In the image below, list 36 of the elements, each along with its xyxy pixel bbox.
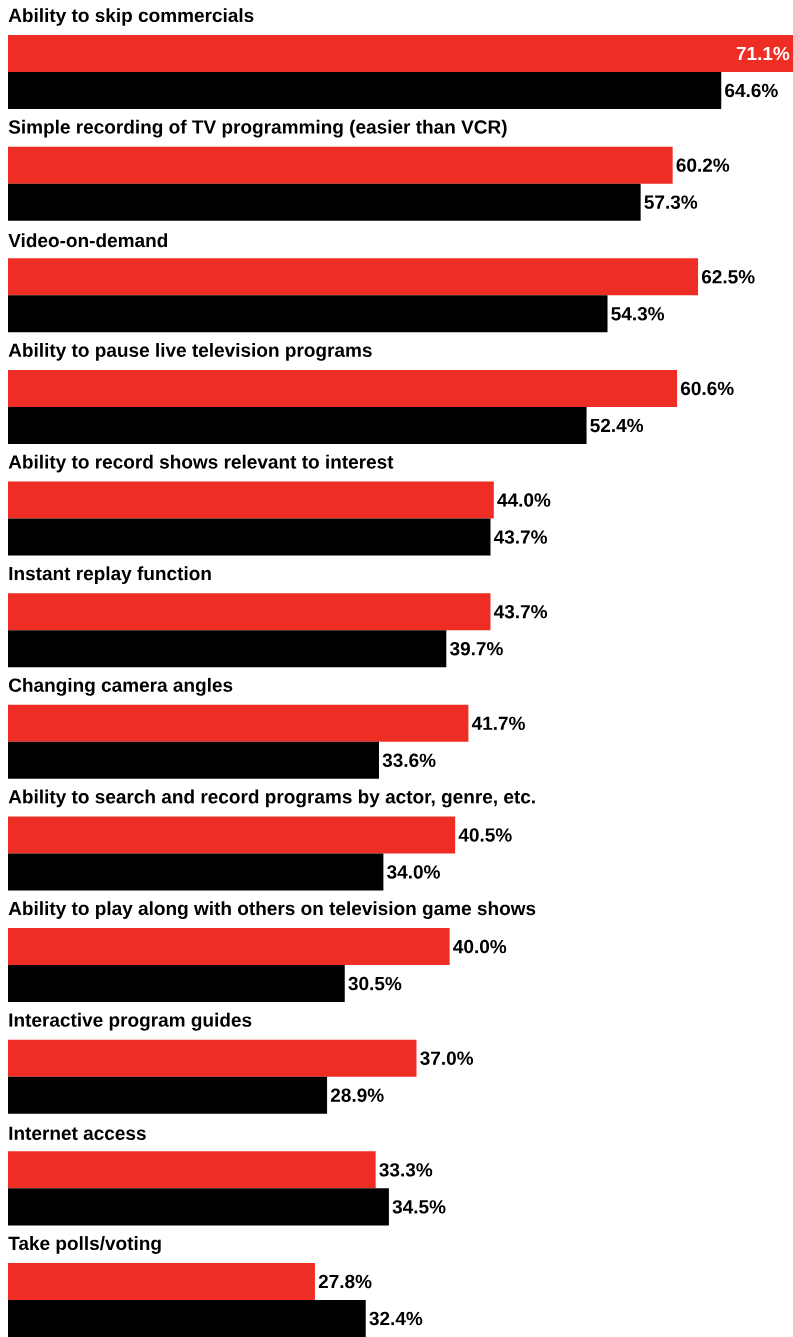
- data-label: 71.1%: [736, 46, 790, 61]
- data-label: 40.0%: [453, 939, 507, 954]
- y-tick-label: Ability to record shows relevant to interest: [8, 454, 394, 473]
- y-tick-label: Internet access: [9, 1126, 146, 1141]
- data-label: 32.4%: [369, 1311, 423, 1326]
- data-label: 43.7%: [493, 530, 548, 544]
- y-tick-label: Ability to search and record programs by actor, genre, etc.: [8, 789, 535, 808]
- data-label: 40.5%: [458, 828, 512, 842]
- y-tick-label: Ability to pause live television programs: [8, 343, 372, 361]
- y-tick-label: Ability to skip commercials: [8, 8, 254, 26]
- data-label: 34.0%: [387, 865, 440, 879]
- data-label: 34.5%: [392, 1200, 446, 1214]
- data-label: 33.6%: [382, 753, 436, 768]
- data-label: 39.7%: [449, 641, 503, 656]
- y-tick-label: Simple recording of TV programming (easier than VCR): [8, 119, 507, 138]
- y-tick-label: Interactive program guides: [9, 1012, 252, 1031]
- y-tick-label: Changing camera angles: [8, 677, 233, 696]
- data-label: 64.6%: [725, 83, 778, 98]
- data-label: 41.7%: [471, 716, 525, 730]
- data-label: 33.3%: [379, 1163, 433, 1177]
- data-label: 44.0%: [497, 493, 551, 507]
- data-label: 52.4%: [590, 418, 644, 433]
- data-label: 60.6%: [680, 381, 734, 396]
- data-label: 62.5%: [701, 270, 755, 284]
- data-label: 28.9%: [330, 1088, 384, 1102]
- y-tick-label: Ability to play along with others on television game shows: [8, 901, 536, 919]
- data-label: 27.8%: [318, 1274, 372, 1289]
- data-label: 43.7%: [493, 604, 548, 619]
- data-label: 57.3%: [644, 195, 698, 209]
- data-label: 37.0%: [420, 1051, 474, 1065]
- data-label: 54.3%: [611, 307, 665, 321]
- y-tick-label: Take polls/voting: [8, 1236, 161, 1254]
- data-label: 30.5%: [348, 976, 402, 991]
- data-label: 60.2%: [676, 158, 730, 172]
- y-tick-label: Instant replay function: [9, 566, 211, 585]
- y-tick-label: Video-on-demand: [8, 233, 168, 248]
